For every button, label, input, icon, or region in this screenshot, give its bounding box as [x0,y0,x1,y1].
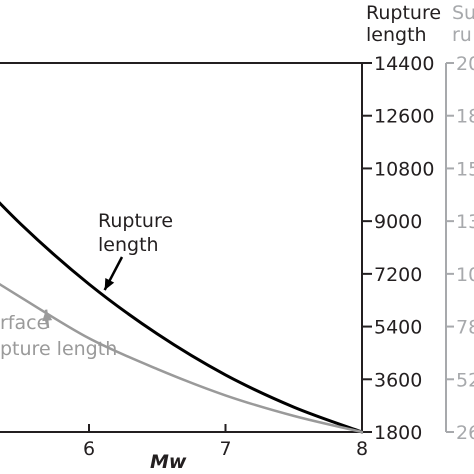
rupture-length-ticks: 14400 12600 10800 9000 7200 5400 3600 1800 [362,53,434,444]
series-lines [0,201,364,434]
x-tick-label: 6 [83,438,95,460]
rupture-axis-title-line2: length [366,24,427,46]
rupture-length-line [0,201,364,434]
surface-rupture-label-line2: pture length [0,338,117,360]
surface-rupture-label-line1: rface [0,312,48,334]
surface-rupture-length-line [0,283,364,434]
rupture-length-label-line2: length [98,234,159,256]
surface-axis-title-line1: Su [452,2,474,24]
x-axis-label: Mw [150,451,187,473]
surface-rupture-arrow-head [42,309,53,322]
surface-tick-label: 78 [456,317,474,339]
rupture-tick-label: 9000 [374,211,422,233]
surface-tick-label: 20 [456,53,474,75]
x-tick-label: 8 [356,438,368,460]
surface-tick-label: 26 [456,422,474,444]
x-tick-label: 7 [219,438,231,460]
surface-tick-label: 13 [456,211,474,233]
rupture-tick-label: 1800 [374,422,422,444]
surface-tick-label: 10 [456,264,474,286]
surface-tick-label: 52 [456,369,474,391]
rupture-tick-label: 10800 [374,158,434,180]
rupture-tick-label: 12600 [374,106,434,128]
rupture-tick-label: 14400 [374,53,434,75]
surface-axis-title-line2: ru [452,24,472,46]
surface-tick-label: 15 [456,158,474,180]
x-ticks: 6 7 8 [83,424,368,460]
rupture-axis-title-line1: Rupture [366,2,441,24]
surface-tick-label: 18 [456,106,474,128]
rupture-length-label-line1: Rupture [98,210,173,232]
rupture-tick-label: 7200 [374,264,422,286]
rupture-length-arrow-head [104,278,115,291]
surface-rupture-ticks: 20 18 15 13 10 78 52 26 [446,53,474,444]
rupture-tick-label: 5400 [374,317,422,339]
rupture-tick-label: 3600 [374,369,422,391]
